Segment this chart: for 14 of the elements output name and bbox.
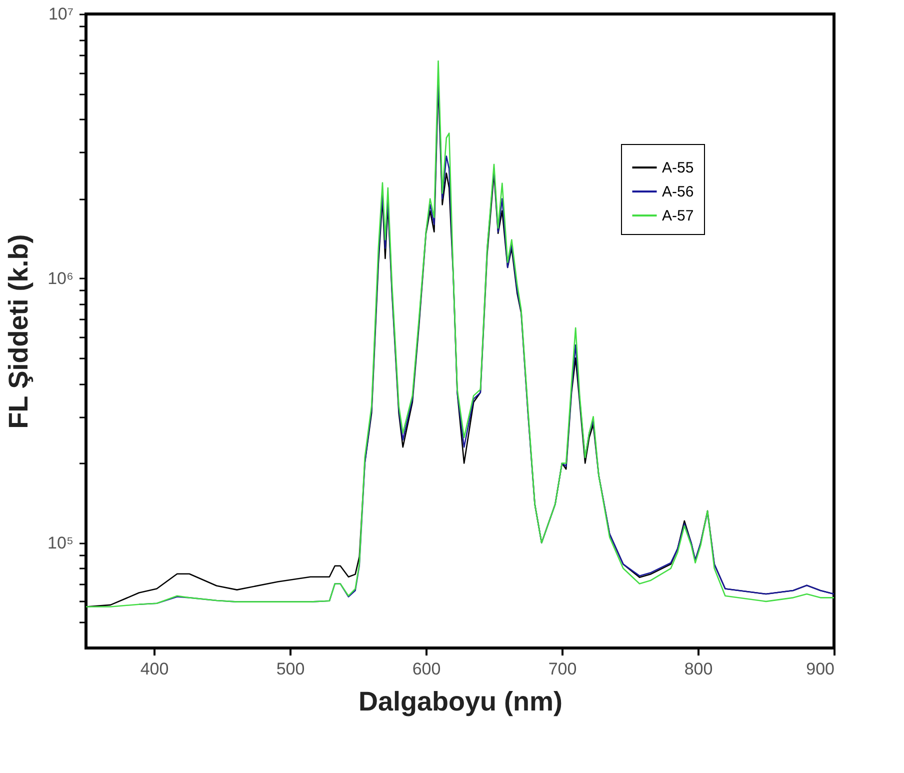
y-tick-label: 10⁶ — [48, 268, 74, 288]
x-tick-label: 700 — [548, 660, 577, 678]
x-axis-title: Dalgaboyu (nm) — [358, 686, 563, 716]
x-tick-label: 500 — [276, 660, 305, 678]
y-axis-title: FL Şiddeti (k.b) — [4, 234, 34, 429]
y-tick-label: 10⁷ — [48, 4, 74, 24]
legend-label: A-55 — [662, 160, 694, 176]
x-tick-label: 600 — [412, 660, 441, 678]
x-tick-label: 400 — [140, 660, 169, 678]
y-tick-label: 10⁵ — [48, 533, 74, 552]
legend-label: A-57 — [662, 208, 694, 224]
x-tick-label: 900 — [806, 660, 834, 678]
legend-label: A-56 — [662, 184, 694, 200]
x-tick-label: 800 — [684, 660, 713, 678]
